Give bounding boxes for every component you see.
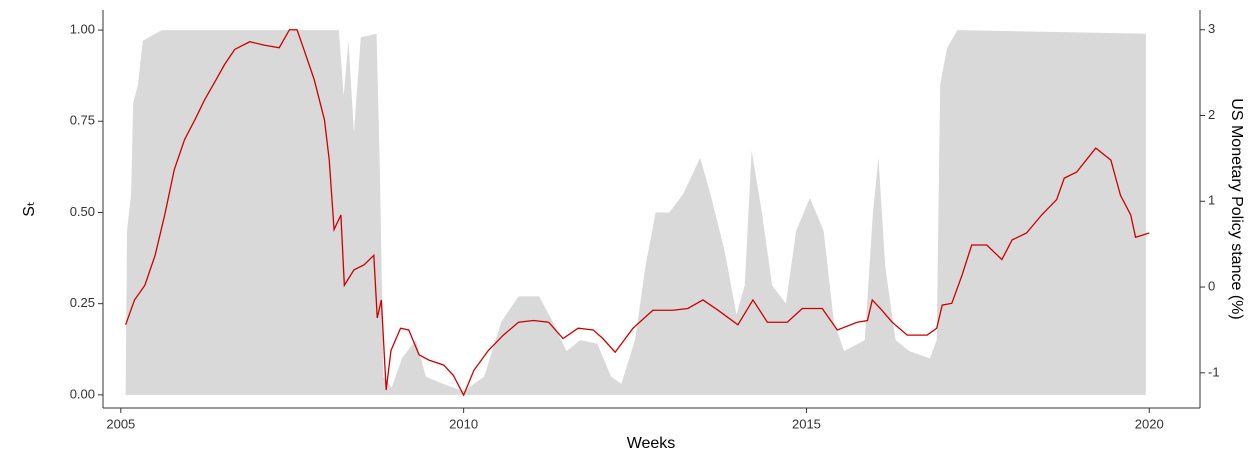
y-tick-label: 0.50 [70,204,95,219]
x-tick-label: 2005 [106,416,135,431]
y-tick-label: 1.00 [70,22,95,37]
y2-tick-label: 3 [1208,21,1215,36]
x-tick-label: 2020 [1135,416,1164,431]
y2-tick-label: 2 [1208,107,1215,122]
area [125,30,1146,395]
x-tick-label: 2010 [449,416,478,431]
y2-axis-label: US Monetary Policy stance (%) [1228,98,1245,319]
y-tick-label: 0.25 [70,295,95,310]
y2-tick-label: 1 [1208,193,1215,208]
y2-tick-label: 0 [1208,278,1215,293]
y2-tick-label: -1 [1208,364,1220,379]
y-axis-label: Sₜ [21,201,38,216]
y-tick-label: 0.00 [70,386,95,401]
y-tick-label: 0.75 [70,113,95,128]
x-axis-label: Weeks [627,435,676,452]
line [125,29,1150,397]
x-tick-label: 2015 [792,416,821,431]
